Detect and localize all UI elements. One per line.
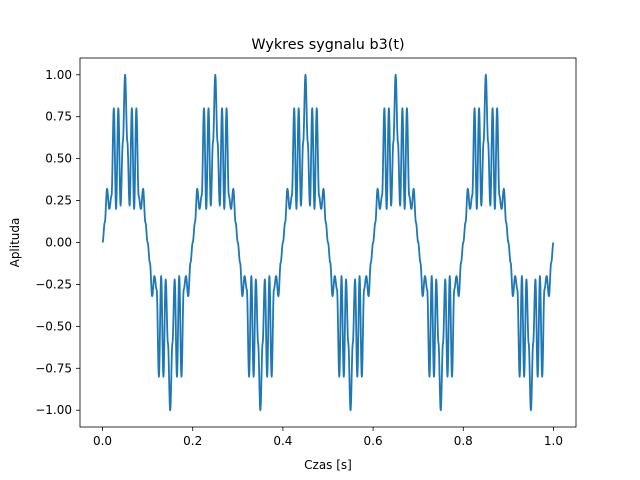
x-tick-label: 1.0 bbox=[544, 434, 563, 448]
y-tick-label: −0.50 bbox=[35, 319, 72, 333]
y-tick-label: 0.50 bbox=[45, 152, 72, 166]
x-tick-label: 0.2 bbox=[183, 434, 202, 448]
x-axis-label: Czas [s] bbox=[304, 458, 352, 472]
y-tick-label: 0.25 bbox=[45, 194, 72, 208]
x-tick-label: 0.6 bbox=[364, 434, 383, 448]
x-tick-label: 0.8 bbox=[454, 434, 473, 448]
y-axis-label: Aplituda bbox=[8, 218, 22, 268]
y-tick-label: −0.25 bbox=[35, 277, 72, 291]
x-axis: 0.0 0.2 0.4 0.6 0.8 1.0 bbox=[93, 427, 563, 448]
series-line-b3 bbox=[101, 73, 555, 412]
chart-title: Wykres sygnalu b3(t) bbox=[251, 37, 404, 53]
y-axis: −1.00 −0.75 −0.50 −0.25 0.00 0.25 0.50 0.75 1.00 bbox=[35, 68, 80, 417]
plot-area bbox=[101, 73, 555, 412]
y-tick-label: 0.00 bbox=[45, 236, 72, 250]
x-tick-label: 0.4 bbox=[273, 434, 292, 448]
y-tick-label: 1.00 bbox=[45, 68, 72, 82]
x-tick-label: 0.0 bbox=[93, 434, 112, 448]
y-tick-label: −0.75 bbox=[35, 361, 72, 375]
y-tick-label: −1.00 bbox=[35, 403, 72, 417]
y-tick-label: 0.75 bbox=[45, 110, 72, 124]
